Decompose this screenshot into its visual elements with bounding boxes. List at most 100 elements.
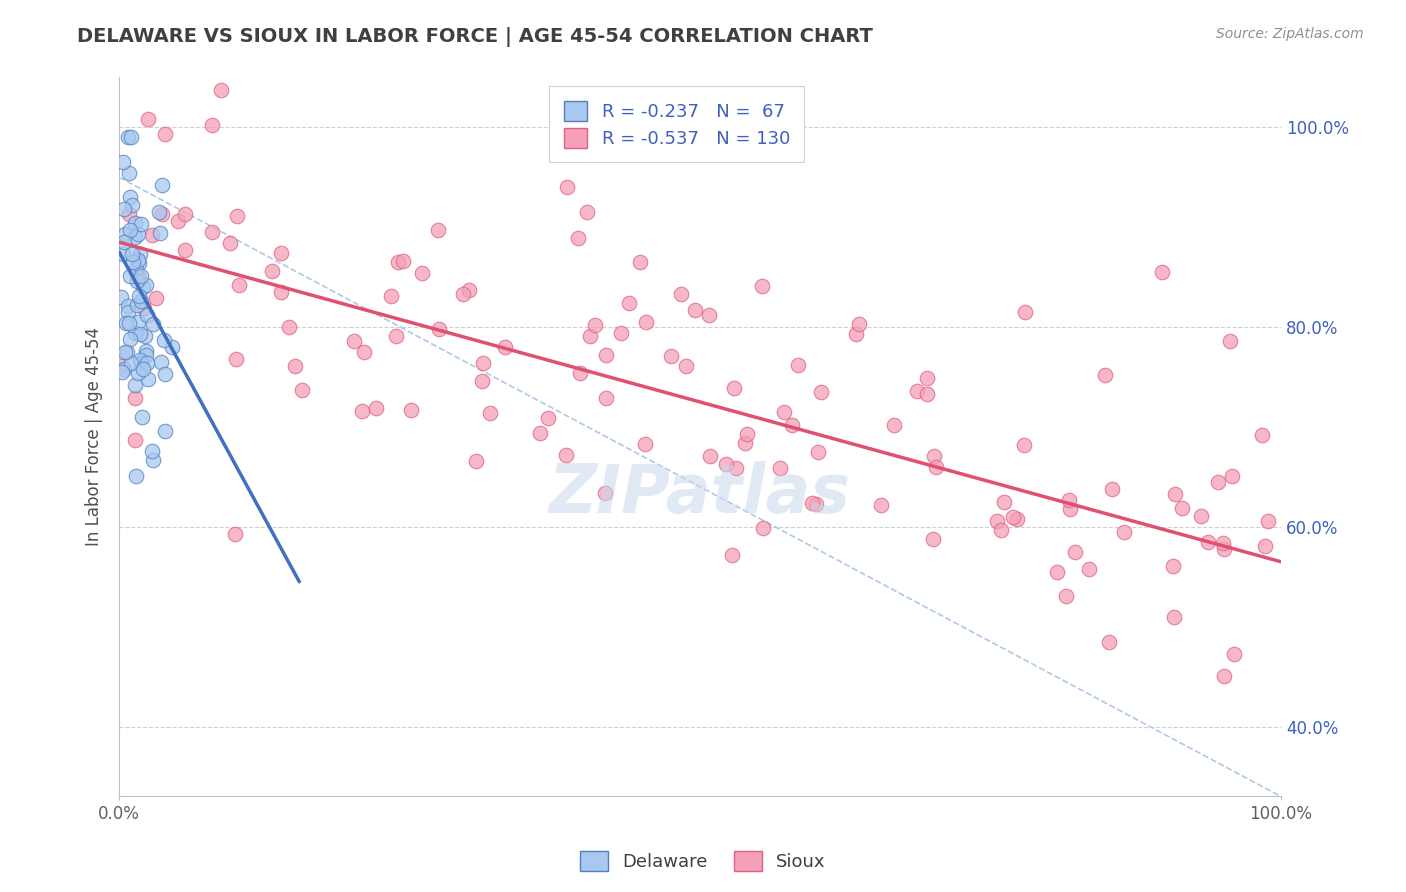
Point — [845, 326, 868, 341]
Point — [112, 155, 135, 169]
Point — [160, 341, 183, 355]
Point — [1063, 545, 1085, 559]
Point — [723, 380, 745, 394]
Point — [554, 448, 576, 462]
Point — [922, 533, 945, 547]
Point — [149, 226, 172, 240]
Point — [993, 495, 1015, 509]
Point — [124, 229, 146, 244]
Point — [117, 299, 139, 313]
Point — [990, 523, 1012, 537]
Point — [218, 235, 240, 250]
Point — [128, 255, 150, 269]
Point — [115, 316, 138, 330]
Point — [922, 449, 945, 463]
Point — [734, 436, 756, 450]
Point — [427, 223, 450, 237]
Point — [145, 291, 167, 305]
Point — [150, 206, 173, 220]
Point — [153, 128, 176, 142]
Point — [148, 205, 170, 219]
Point — [1171, 500, 1194, 515]
Point — [583, 318, 606, 332]
Point — [118, 332, 141, 346]
Point — [567, 231, 589, 245]
Point — [1197, 534, 1219, 549]
Point — [924, 460, 946, 475]
Point — [112, 235, 135, 249]
Point — [225, 209, 247, 223]
Point — [131, 356, 153, 370]
Point — [128, 271, 150, 285]
Point — [343, 334, 366, 348]
Point — [768, 461, 790, 475]
Point — [120, 130, 142, 145]
Point — [124, 216, 146, 230]
Point — [112, 202, 135, 216]
Point — [135, 309, 157, 323]
Point — [134, 328, 156, 343]
Point — [118, 165, 141, 179]
Point — [149, 354, 172, 368]
Point — [127, 298, 149, 312]
Point — [124, 326, 146, 340]
Point — [529, 426, 551, 441]
Point — [131, 293, 153, 308]
Point — [121, 255, 143, 269]
Point — [773, 405, 796, 419]
Point — [720, 549, 742, 563]
Y-axis label: In Labor Force | Age 45-54: In Labor Force | Age 45-54 — [86, 327, 103, 547]
Point — [142, 453, 165, 467]
Point — [134, 301, 156, 316]
Point — [453, 286, 475, 301]
Point — [1098, 634, 1121, 648]
Point — [810, 384, 832, 399]
Point — [1057, 493, 1080, 508]
Point — [1078, 562, 1101, 576]
Point — [118, 223, 141, 237]
Point — [986, 514, 1008, 528]
Point — [120, 190, 142, 204]
Point — [1054, 590, 1077, 604]
Point — [471, 374, 494, 388]
Point — [262, 263, 284, 277]
Point — [150, 178, 173, 192]
Legend: R = -0.237   N =  67, R = -0.537   N = 130: R = -0.237 N = 67, R = -0.537 N = 130 — [550, 87, 804, 162]
Legend: Delaware, Sioux: Delaware, Sioux — [574, 844, 832, 879]
Point — [121, 198, 143, 212]
Point — [1250, 428, 1272, 442]
Point — [725, 461, 748, 475]
Point — [617, 296, 640, 310]
Point — [228, 277, 250, 292]
Point — [905, 384, 928, 398]
Point — [117, 129, 139, 144]
Point — [787, 358, 810, 372]
Point — [780, 417, 803, 432]
Point — [1223, 647, 1246, 661]
Point — [1220, 469, 1243, 483]
Point — [127, 227, 149, 242]
Point — [634, 437, 657, 451]
Point — [129, 268, 152, 283]
Point — [117, 345, 139, 359]
Point — [697, 309, 720, 323]
Point — [135, 277, 157, 292]
Point — [225, 351, 247, 366]
Point — [385, 329, 408, 343]
Point — [1014, 438, 1036, 452]
Text: ZIPatlas: ZIPatlas — [550, 461, 851, 527]
Point — [118, 207, 141, 221]
Point — [114, 227, 136, 241]
Point — [555, 179, 578, 194]
Point — [127, 366, 149, 380]
Point — [125, 468, 148, 483]
Point — [471, 356, 494, 370]
Point — [366, 401, 388, 415]
Point — [1163, 610, 1185, 624]
Point — [111, 247, 134, 261]
Point — [201, 119, 224, 133]
Point — [124, 433, 146, 447]
Point — [224, 527, 246, 541]
Point — [429, 322, 451, 336]
Point — [1161, 559, 1184, 574]
